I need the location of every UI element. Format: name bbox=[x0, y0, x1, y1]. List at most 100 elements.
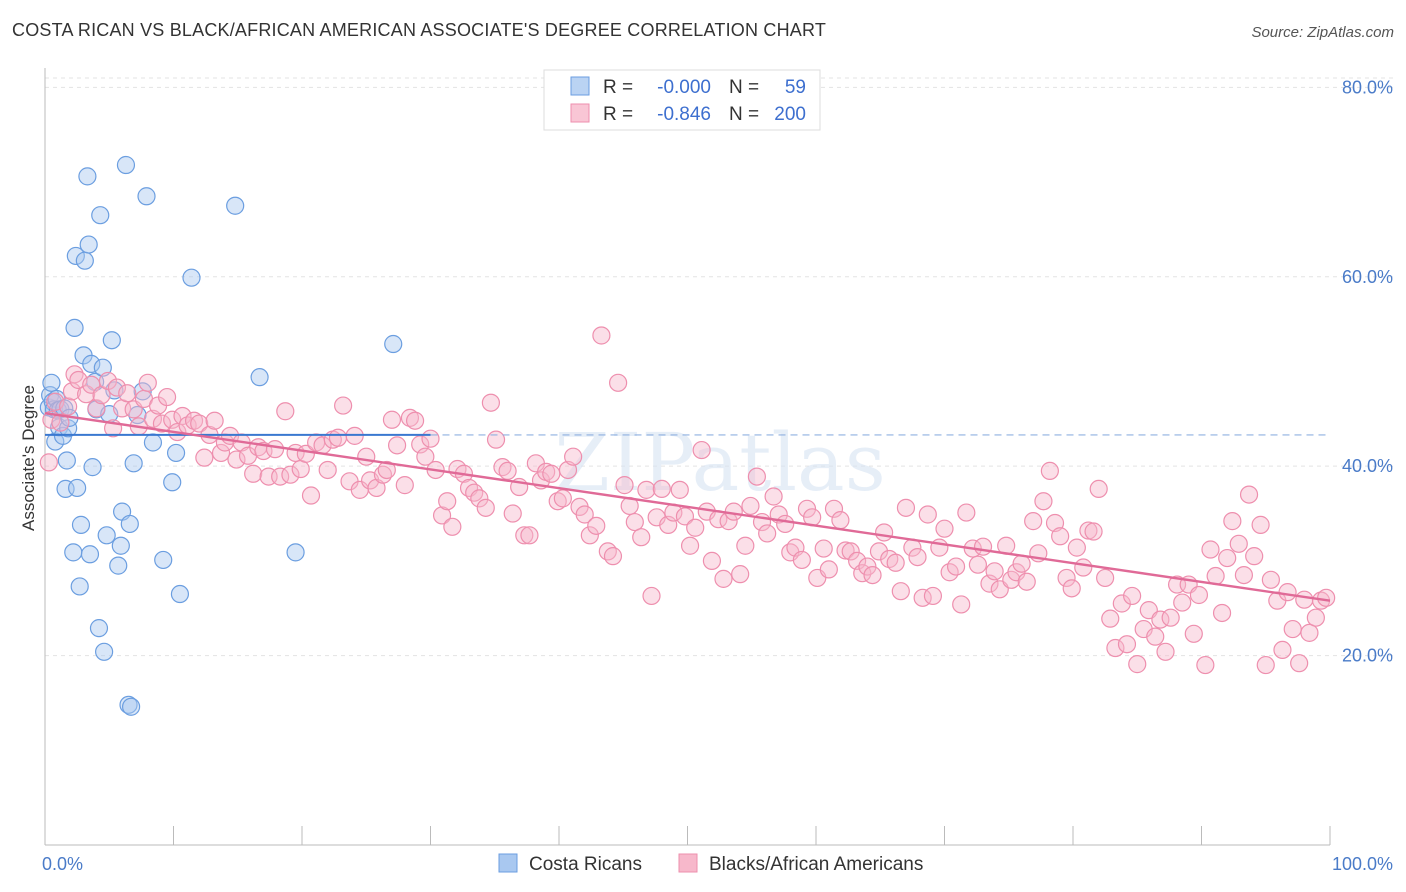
blacks-point bbox=[1317, 588, 1336, 607]
costa-ricans-point bbox=[75, 251, 94, 270]
blacks-point bbox=[702, 551, 722, 570]
blacks-point bbox=[1245, 547, 1264, 566]
blacks-point bbox=[652, 479, 671, 499]
blacks-point bbox=[481, 393, 500, 412]
legend-box bbox=[543, 69, 821, 131]
blacks-point bbox=[686, 518, 705, 537]
blacks-point bbox=[1040, 461, 1059, 481]
blacks-point bbox=[1079, 521, 1098, 540]
blacks-point bbox=[318, 460, 337, 480]
blacks-point bbox=[291, 459, 310, 479]
costa-ricans-point bbox=[182, 268, 201, 287]
blacks-point bbox=[107, 378, 127, 397]
blacks-point bbox=[670, 480, 689, 499]
costa-ricans-point bbox=[42, 373, 61, 392]
blacks-point bbox=[1146, 627, 1165, 646]
costa-ricans-point bbox=[133, 382, 152, 401]
blacks-point bbox=[1062, 579, 1081, 598]
blacks-point bbox=[205, 411, 224, 430]
costa-ricans-points bbox=[39, 155, 403, 716]
blacks-point bbox=[1161, 608, 1180, 627]
blacks-point bbox=[831, 511, 850, 530]
costa-ricans-point bbox=[120, 514, 139, 534]
blacks-point bbox=[1096, 568, 1115, 588]
blacks-point bbox=[1234, 565, 1254, 585]
blacks-point bbox=[1173, 593, 1192, 612]
blacks-point bbox=[1212, 603, 1232, 623]
blacks-point bbox=[1256, 655, 1275, 675]
blacks-point bbox=[637, 480, 656, 499]
costa-ricans-point bbox=[80, 545, 100, 564]
blacks-point bbox=[276, 402, 295, 421]
blacks-point bbox=[935, 519, 954, 538]
blacks-points bbox=[39, 326, 1336, 675]
blacks-point bbox=[190, 414, 209, 433]
blacks-point bbox=[776, 514, 795, 534]
legend-r-value: -0.000 bbox=[657, 77, 711, 98]
costa-ricans-point bbox=[137, 187, 156, 206]
trend-lines bbox=[44, 411, 1331, 602]
blacks-point bbox=[548, 492, 567, 511]
blacks-point bbox=[77, 385, 96, 404]
blacks-point bbox=[580, 526, 599, 545]
costa-ricans-point bbox=[57, 451, 76, 470]
blacks-point bbox=[680, 536, 700, 555]
blacks-point bbox=[764, 487, 783, 506]
blacks-point bbox=[973, 537, 993, 556]
blacks-point bbox=[564, 447, 583, 466]
costa-ricans-point bbox=[384, 334, 403, 354]
blacks-point bbox=[886, 553, 905, 572]
blacks-point bbox=[625, 512, 644, 532]
blacks-point bbox=[357, 447, 376, 466]
legend-n-label: N = bbox=[729, 104, 759, 125]
watermark: ZIPatlas bbox=[554, 416, 886, 509]
costa-ricans-point bbox=[109, 556, 128, 575]
blacks-point bbox=[476, 498, 495, 517]
costa-ricans-point bbox=[97, 526, 116, 545]
blacks-point bbox=[957, 503, 976, 522]
costa-ricans-point bbox=[68, 478, 87, 498]
blacks-point bbox=[1084, 522, 1103, 541]
blacks-point bbox=[1123, 586, 1142, 606]
blacks-point bbox=[836, 541, 855, 560]
costa-ricans-point bbox=[116, 155, 136, 175]
legend-r-value: -0.846 bbox=[657, 104, 711, 125]
legend-n-label: N = bbox=[729, 77, 759, 98]
blacks-point bbox=[265, 440, 285, 459]
costa-ricans-point bbox=[170, 584, 190, 604]
blacks-point bbox=[875, 523, 894, 542]
blacks-point bbox=[1074, 558, 1093, 577]
blacks-point bbox=[896, 498, 916, 517]
costa-ricans-point bbox=[70, 577, 89, 596]
blacks-point bbox=[421, 429, 440, 448]
blacks-point bbox=[758, 524, 777, 543]
blacks-point bbox=[1261, 570, 1280, 589]
blacks-point bbox=[470, 489, 489, 508]
blacks-point bbox=[1251, 515, 1270, 534]
costa-ricans-point bbox=[124, 454, 143, 473]
blacks-point bbox=[515, 526, 534, 545]
blacks-point bbox=[503, 504, 522, 523]
blacks-point bbox=[195, 448, 214, 467]
blacks-point bbox=[281, 465, 300, 484]
blacks-point bbox=[438, 492, 457, 511]
blacks-point bbox=[792, 550, 811, 570]
bottom-legend: Costa Ricans Blacks/African Americans bbox=[498, 853, 923, 875]
blacks-point bbox=[1112, 594, 1131, 613]
legend-n-value: 59 bbox=[785, 77, 806, 98]
y-tick-label: 80.0% bbox=[1342, 77, 1393, 97]
blacks-point bbox=[1067, 538, 1086, 557]
blacks-point bbox=[1189, 585, 1209, 605]
blacks-point bbox=[377, 460, 396, 480]
blacks-point bbox=[819, 560, 838, 579]
bottom-legend-swatch-blue bbox=[498, 853, 518, 873]
blacks-point bbox=[908, 547, 927, 567]
costa-ricans-point bbox=[71, 515, 91, 534]
blacks-point bbox=[747, 467, 766, 486]
blacks-point bbox=[863, 565, 882, 585]
costa-ricans-point bbox=[83, 458, 102, 477]
legend: R = -0.000 N = 59 R = -0.846 N = 200 bbox=[543, 69, 821, 131]
blacks-point bbox=[642, 586, 661, 606]
blacks-point bbox=[1128, 655, 1147, 674]
